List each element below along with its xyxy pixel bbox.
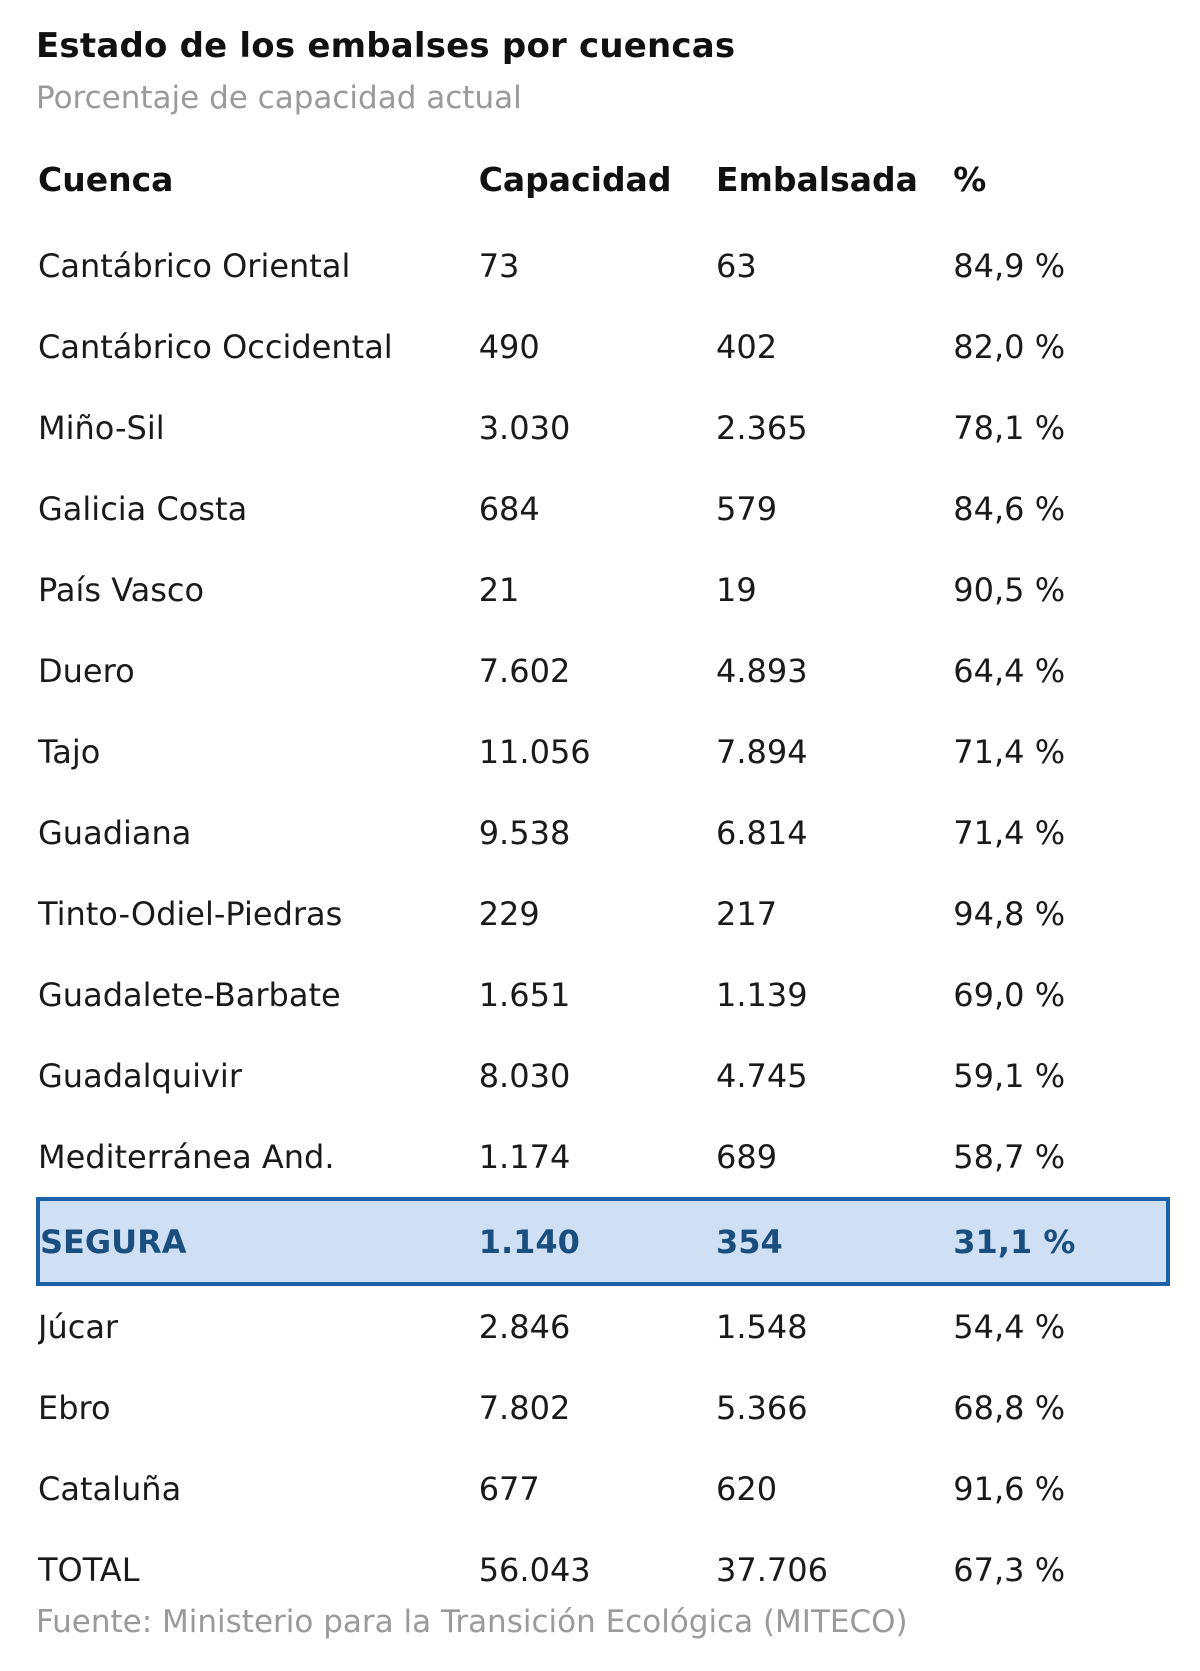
cell-pct: 82,0 % [953,328,1066,366]
page-title: Estado de los embalses por cuencas [36,26,736,66]
cell-embalsada: 354 [715,1197,954,1286]
cell-embalsada: 37.706 [715,1551,828,1589]
cell-embalsada: 620 [715,1470,778,1508]
table-row: Tajo 11.056 7.894 71,4 % [38,711,1168,792]
table-row: Júcar 2.846 1.548 54,4 % [38,1284,1168,1367]
table-row: Tinto-Odiel-Piedras 229 217 94,8 % [38,873,1168,954]
cell-capacidad: 73 [478,247,520,285]
cell-pct: 59,1 % [953,1057,1066,1095]
table-row: TOTAL 56.043 37.706 67,3 % [38,1529,1168,1610]
cell-pct: 67,3 % [953,1551,1066,1589]
cell-embalsada: 1.139 [715,976,808,1014]
cell-pct: 84,6 % [953,490,1066,528]
cell-capacidad: 8.030 [478,1057,571,1095]
table-row: Miño-Sil 3.030 2.365 78,1 % [38,387,1168,468]
cell-capacidad: 684 [478,490,540,528]
cell-cuenca: Tinto-Odiel-Piedras [38,895,343,933]
table-row: País Vasco 21 19 90,5 % [38,549,1168,630]
cell-cuenca: Duero [38,652,135,690]
cell-cuenca: Galicia Costa [38,490,248,528]
cell-cuenca: Ebro [38,1389,111,1427]
cell-embalsada: 579 [715,490,778,528]
cell-embalsada: 402 [715,328,778,366]
cell-cuenca: Guadiana [38,814,192,852]
cell-capacidad: 1.140 [478,1197,716,1286]
table-row: Cantábrico Oriental 73 63 84,9 % [38,225,1168,306]
source-note: Fuente: Ministerio para la Transición Ec… [36,1604,908,1640]
reservoir-table: Cuenca Capacidad Embalsada % Cantábrico … [36,150,1170,1610]
cell-embalsada: 4.893 [715,652,808,690]
cell-capacidad: 677 [478,1470,540,1508]
cell-capacidad: 56.043 [478,1551,591,1589]
cell-cuenca: Cantábrico Occidental [38,328,393,366]
cell-pct: 78,1 % [953,409,1066,447]
cell-cuenca: Cantábrico Oriental [38,247,351,285]
table-row: Cantábrico Occidental 490 402 82,0 % [38,306,1168,387]
cell-cuenca: Mediterránea And. [38,1138,335,1176]
cell-embalsada: 6.814 [715,814,808,852]
cell-embalsada: 5.366 [715,1389,808,1427]
cell-capacidad: 21 [478,571,520,609]
cell-embalsada: 2.365 [715,409,808,447]
table-header: Cuenca Capacidad Embalsada % [38,150,1168,225]
table-row: Duero 7.602 4.893 64,4 % [38,630,1168,711]
cell-pct: 64,4 % [953,652,1066,690]
cell-embalsada: 19 [715,571,757,609]
cell-cuenca: SEGURA [36,1197,479,1286]
cell-cuenca: Miño-Sil [38,409,165,447]
cell-cuenca: Cataluña [38,1470,182,1508]
table-row: Mediterránea And. 1.174 689 58,7 % [38,1116,1168,1199]
cell-cuenca: Júcar [38,1308,119,1346]
table-row: Guadalete-Barbate 1.651 1.139 69,0 % [38,954,1168,1035]
cell-capacidad: 1.651 [478,976,571,1014]
cell-pct: 58,7 % [953,1138,1066,1176]
cell-pct: 54,4 % [953,1308,1066,1346]
cell-pct: 31,1 % [953,1197,1170,1286]
cell-embalsada: 63 [715,247,757,285]
cell-embalsada: 217 [715,895,778,933]
cell-pct: 94,8 % [953,895,1066,933]
cell-cuenca: País Vasco [38,571,205,609]
table-body: Cantábrico Oriental 73 63 84,9 % Cantábrico … [36,225,1170,1610]
cell-embalsada: 7.894 [715,733,808,771]
cell-capacidad: 9.538 [478,814,571,852]
cell-embalsada: 4.745 [715,1057,808,1095]
cell-capacidad: 490 [478,328,540,366]
cell-cuenca: Tajo [38,733,101,771]
table-row: Ebro 7.802 5.366 68,8 % [38,1367,1168,1448]
table-row: Guadalquivir 8.030 4.745 59,1 % [38,1035,1168,1116]
cell-cuenca: Guadalquivir [38,1057,242,1095]
cell-pct: 71,4 % [953,814,1066,852]
cell-embalsada: 689 [715,1138,778,1176]
cell-capacidad: 2.846 [478,1308,571,1346]
cell-embalsada: 1.548 [715,1308,808,1346]
column-header-pct: % [953,160,987,199]
cell-pct: 90,5 % [953,571,1066,609]
cell-capacidad: 229 [478,895,540,933]
cell-capacidad: 7.802 [478,1389,571,1427]
cell-pct: 68,8 % [953,1389,1066,1427]
cell-capacidad: 7.602 [478,652,571,690]
column-header-cuenca: Cuenca [38,160,174,199]
cell-cuenca: TOTAL [38,1551,140,1589]
cell-cuenca: Guadalete-Barbate [38,976,341,1014]
table-row: Galicia Costa 684 579 84,6 % [38,468,1168,549]
column-header-capacidad: Capacidad [478,160,672,199]
cell-pct: 91,6 % [953,1470,1066,1508]
column-header-embalsada: Embalsada [715,160,918,199]
page-subtitle: Porcentaje de capacidad actual [36,80,522,116]
cell-capacidad: 1.174 [478,1138,571,1176]
cell-pct: 71,4 % [953,733,1066,771]
table-row-highlighted: SEGURA 1.140 354 31,1 % [36,1197,1170,1286]
cell-pct: 84,9 % [953,247,1066,285]
cell-capacidad: 11.056 [478,733,591,771]
table-row: Cataluña 677 620 91,6 % [38,1448,1168,1529]
table-row: Guadiana 9.538 6.814 71,4 % [38,792,1168,873]
cell-pct: 69,0 % [953,976,1066,1014]
cell-capacidad: 3.030 [478,409,571,447]
